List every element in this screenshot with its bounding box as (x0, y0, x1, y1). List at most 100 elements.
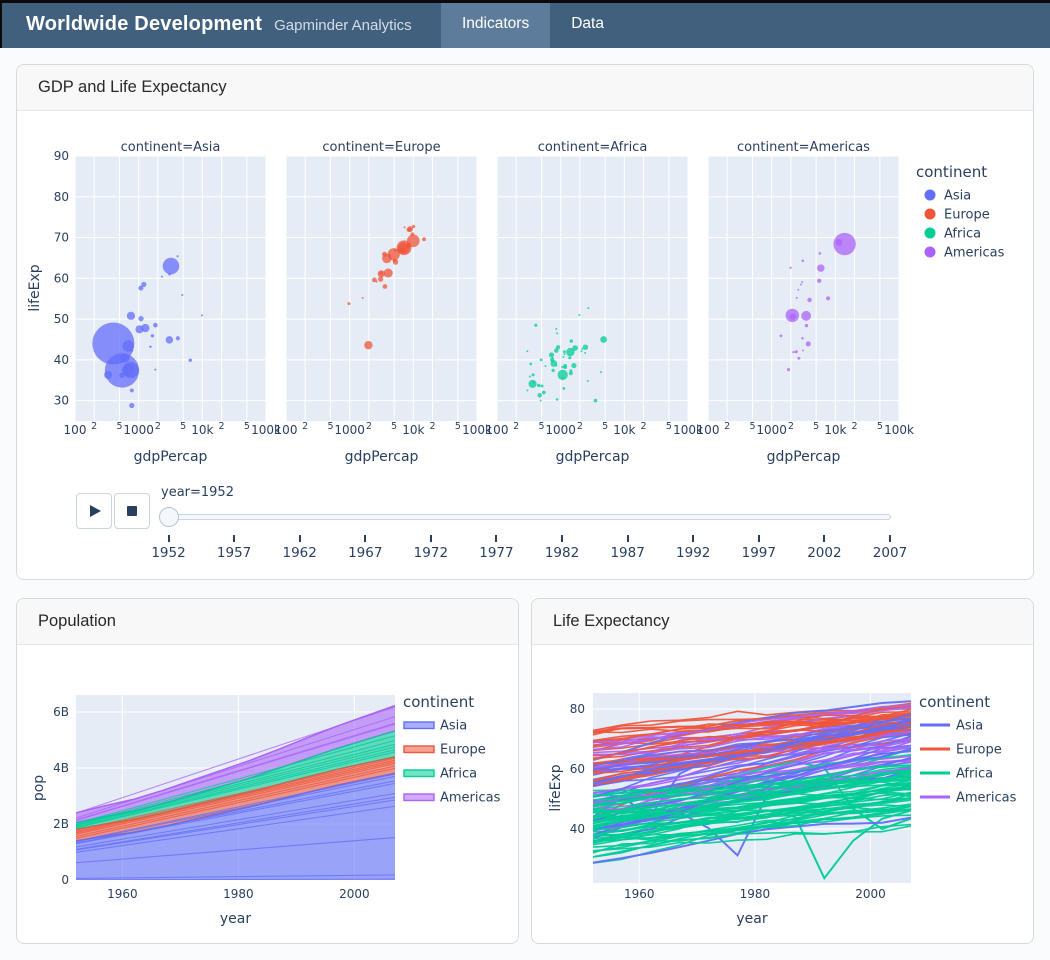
svg-text:5: 5 (877, 421, 883, 432)
svg-text:10k: 10k (191, 423, 213, 437)
svg-text:2: 2 (577, 421, 583, 432)
svg-text:2B: 2B (53, 817, 69, 831)
population-chart[interactable]: 0 2B 4B 6B 1960 1980 2000 year pop continent Asia E… (17, 645, 519, 944)
svg-text:Asia: Asia (944, 189, 971, 204)
svg-text:year: year (220, 911, 251, 927)
svg-text:continent: continent (919, 693, 990, 711)
bubble-series-americas[interactable] (779, 232, 856, 372)
svg-text:gdpPercap: gdpPercap (556, 449, 630, 465)
slider-tick-mark (626, 535, 629, 542)
legend-item-europe[interactable]: Europe (920, 743, 1002, 758)
svg-text:5: 5 (538, 421, 544, 432)
svg-text:5: 5 (602, 421, 608, 432)
svg-text:100k: 100k (251, 423, 281, 437)
svg-text:continent=Europe: continent=Europe (322, 140, 440, 155)
svg-text:2000: 2000 (339, 887, 370, 901)
legend-item-americas[interactable]: Americas (920, 791, 1017, 806)
slider-tick-label: 1982 (544, 545, 580, 561)
svg-text:1960: 1960 (107, 887, 138, 901)
svg-text:Africa: Africa (944, 227, 981, 242)
svg-text:5: 5 (749, 421, 755, 432)
frame-label: year=1952 (161, 485, 234, 500)
svg-text:10k: 10k (824, 423, 846, 437)
svg-text:60: 60 (570, 762, 585, 776)
svg-text:40: 40 (570, 822, 585, 836)
svg-text:60: 60 (54, 271, 69, 285)
brand-title: Worldwide Development (26, 12, 263, 35)
population-card-header: Population (17, 599, 518, 645)
svg-text:2: 2 (513, 421, 519, 432)
legend-item-asia[interactable]: Asia (924, 189, 972, 204)
svg-text:30: 30 (54, 394, 69, 408)
legend-item-africa[interactable]: Africa (920, 767, 993, 782)
slider-tick-mark (692, 535, 695, 542)
svg-text:5: 5 (391, 421, 397, 432)
svg-text:5: 5 (455, 421, 461, 432)
bubble-series-asia[interactable] (92, 255, 269, 409)
svg-text:2: 2 (366, 421, 372, 432)
svg-text:gdpPercap: gdpPercap (345, 449, 419, 465)
svg-text:Americas: Americas (440, 791, 501, 806)
play-button[interactable] (76, 493, 112, 529)
slider-tick-mark (167, 535, 170, 542)
play-icon (90, 505, 101, 517)
slider-handle[interactable] (159, 507, 179, 527)
svg-text:2: 2 (788, 421, 794, 432)
svg-text:50: 50 (54, 312, 69, 326)
slider-tick-label: 2002 (807, 545, 842, 561)
svg-text:0: 0 (61, 873, 69, 887)
svg-text:10k: 10k (402, 423, 424, 437)
svg-text:90: 90 (54, 149, 69, 163)
gdp-life-card-header: GDP and Life Expectancy (17, 65, 1033, 111)
svg-text:100: 100 (697, 423, 720, 437)
tab-indicators[interactable]: Indicators (441, 0, 551, 48)
legend-item-africa[interactable]: Africa (924, 227, 982, 242)
svg-text:1000: 1000 (123, 423, 154, 437)
tab-data[interactable]: Data (571, 15, 604, 32)
legend-item-europe[interactable]: Europe (403, 743, 486, 758)
legend-item-europe[interactable]: Europe (924, 208, 990, 223)
legend-item-asia[interactable]: Asia (920, 719, 983, 734)
life-expectancy-lines[interactable] (593, 700, 911, 881)
legend-item-africa[interactable]: Africa (403, 767, 477, 782)
facet-panel-americas (707, 155, 900, 421)
life-expectancy-card: Life Expectancy 40 60 80 1960 1980 2000 year li… (531, 598, 1034, 944)
svg-text:Asia: Asia (440, 719, 467, 734)
svg-text:80: 80 (570, 702, 585, 716)
legend-item-asia[interactable]: Asia (403, 719, 467, 734)
gdp-life-card-body: continent=Asia 100 2 5 1000 2 5 10k 2 5 100k gdpPer… (17, 111, 1033, 579)
svg-text:2: 2 (724, 421, 730, 432)
svg-text:5: 5 (116, 421, 122, 432)
bubble-series-europe[interactable] (347, 224, 427, 350)
slider-tick-label: 1997 (741, 545, 776, 561)
stop-icon (127, 506, 137, 516)
life-expectancy-chart[interactable]: 40 60 80 1960 1980 2000 year lifeExp continent As… (532, 645, 1034, 944)
svg-text:2: 2 (851, 421, 857, 432)
life-expectancy-card-title: Life Expectancy (553, 612, 670, 630)
svg-text:1960: 1960 (624, 887, 655, 901)
stop-button[interactable] (114, 493, 150, 529)
slider-tick-label: 1987 (610, 545, 645, 561)
svg-text:5: 5 (327, 421, 333, 432)
slider-tick-mark (888, 535, 891, 542)
svg-text:continent=Africa: continent=Africa (538, 140, 648, 155)
svg-text:40: 40 (54, 353, 69, 367)
population-areas[interactable] (76, 704, 395, 880)
population-card-body: 0 2B 4B 6B 1960 1980 2000 year pop continent Asia E… (17, 645, 518, 943)
svg-text:1000: 1000 (756, 423, 787, 437)
legend-item-americas[interactable]: Americas (403, 791, 501, 806)
slider-tick-mark (298, 535, 301, 542)
year-slider[interactable] (159, 507, 891, 527)
life-expectancy-card-body: 40 60 80 1960 1980 2000 year lifeExp continent As… (532, 645, 1033, 943)
svg-text:continent: continent (916, 163, 987, 181)
facet-panel-africa (496, 155, 689, 421)
slider-tick-label: 2007 (872, 545, 908, 561)
bubble-series-africa[interactable] (526, 307, 607, 403)
svg-text:100k: 100k (884, 423, 914, 437)
svg-text:1000: 1000 (545, 423, 576, 437)
svg-text:1980: 1980 (223, 887, 254, 901)
screen-edge-left (0, 0, 2, 48)
svg-text:100k: 100k (462, 423, 492, 437)
legend-item-americas[interactable]: Americas (924, 246, 1005, 261)
